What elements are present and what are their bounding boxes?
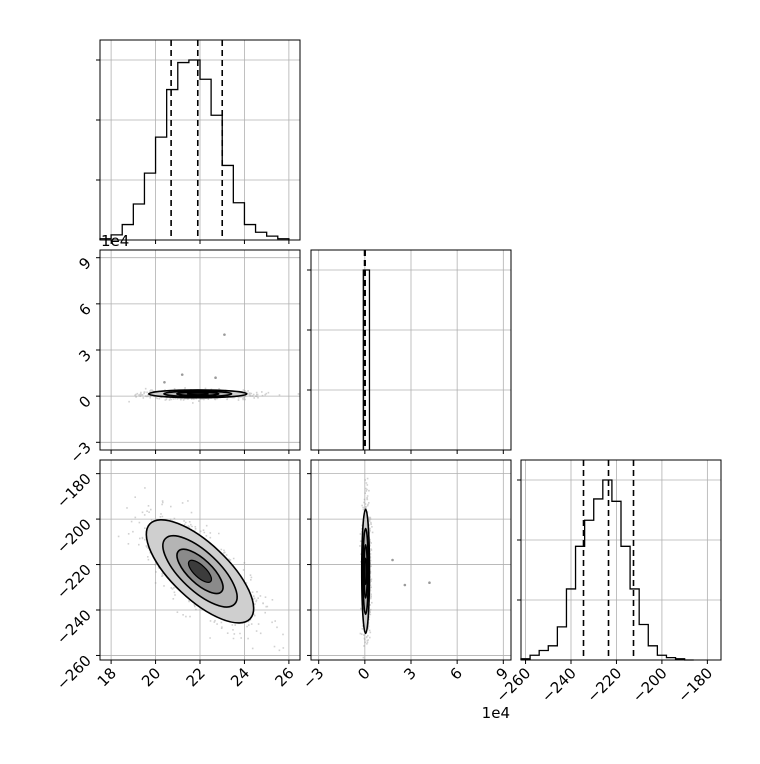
x-tick-label-2-4: −180 (674, 664, 716, 706)
x-tick-label-2-3: −200 (629, 664, 671, 706)
histogram-2 (520, 479, 694, 661)
histogram-1 (362, 269, 371, 450)
x-tick-label-0-2: 22 (183, 664, 209, 690)
y-tick-label-1-1: 0 (75, 392, 94, 411)
x-tick-label-0-4: 26 (271, 664, 297, 690)
outlier-point-2-2 (403, 583, 407, 587)
x-tick-label-0-3: 24 (227, 664, 253, 690)
contour-level-2-3 (364, 557, 368, 586)
x-tick-label-1-2: 3 (400, 664, 419, 683)
y-tick-label-2-0: −260 (53, 652, 95, 694)
contour-level-0-3 (186, 392, 209, 396)
x-tick-label-1-3: 6 (447, 664, 466, 683)
outlier-point-0-1 (214, 376, 217, 379)
y-tick-label-2-4: −180 (53, 470, 95, 512)
outlier-point-0-0 (180, 373, 184, 376)
y-tick-label-1-3: 6 (75, 300, 94, 319)
x-tick-label-1-1: 0 (354, 664, 373, 683)
x-tick-label-1-0: −3 (299, 664, 327, 692)
outlier-point-2-0 (391, 558, 394, 562)
contour-level-1-3 (187, 559, 213, 584)
y-tick-label-2-2: −220 (53, 561, 95, 603)
histogram-0 (99, 59, 290, 240)
outlier-point-0-2 (223, 333, 226, 336)
y-tick-label-2-3: −200 (53, 515, 95, 557)
y-tick-label-1-0: −3 (66, 438, 94, 466)
x-tick-label-2-1: −240 (538, 664, 580, 706)
y-tick-label-2-1: −240 (53, 606, 95, 648)
y-tick-label-1-2: 3 (75, 346, 94, 365)
outlier-point-0-3 (163, 381, 166, 384)
x-tick-label-0-0: 18 (94, 664, 120, 690)
outlier-point-2-1 (428, 581, 431, 585)
histogram-panel-2 (520, 459, 722, 661)
y-offset-text: 1e4 (101, 232, 129, 250)
x-tick-label-0-1: 20 (138, 664, 164, 690)
x-tick-label-2-2: −220 (583, 664, 625, 706)
x-offset-text: 1e4 (482, 704, 510, 722)
y-tick-label-1-4: 9 (75, 254, 94, 273)
